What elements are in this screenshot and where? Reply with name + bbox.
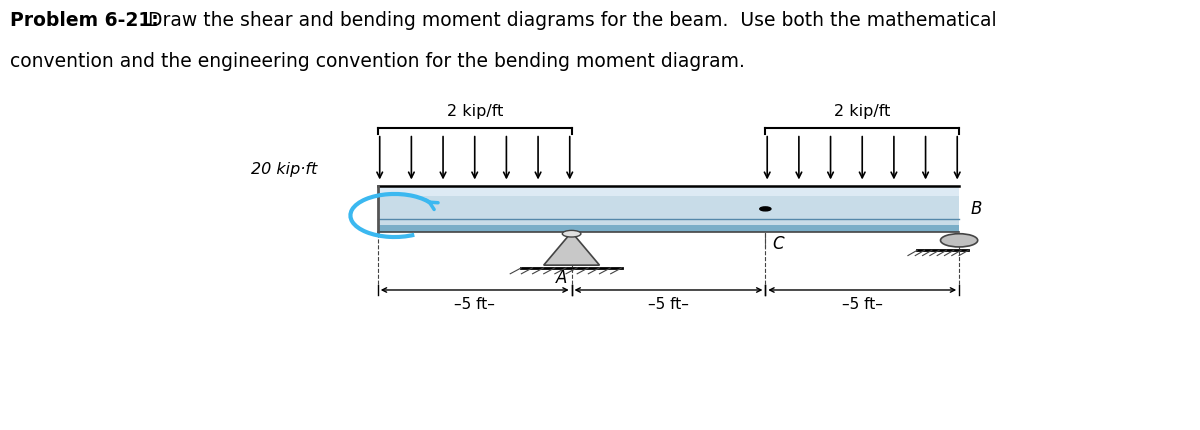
Text: convention and the engineering convention for the bending moment diagram.: convention and the engineering conventio… [10,52,744,71]
Text: –5 ft–: –5 ft– [648,297,689,312]
Text: –5 ft–: –5 ft– [455,297,496,312]
Text: 20 kip·ft: 20 kip·ft [251,162,317,177]
Circle shape [563,230,581,237]
Text: B: B [971,200,982,218]
Text: A: A [556,270,566,288]
Text: 2 kip/ft: 2 kip/ft [834,104,890,120]
Bar [378,186,959,196]
Text: C: C [773,235,785,253]
Bar [378,186,959,232]
Circle shape [760,207,770,211]
Text: Draw the shear and bending moment diagrams for the beam.  Use both the mathemati: Draw the shear and bending moment diagra… [143,11,997,30]
Polygon shape [544,232,600,265]
Text: 2 kip/ft: 2 kip/ft [446,104,503,120]
Circle shape [941,234,978,247]
Text: Problem 6-21:: Problem 6-21: [10,11,158,30]
Bar [378,225,959,232]
Text: –5 ft–: –5 ft– [841,297,883,312]
